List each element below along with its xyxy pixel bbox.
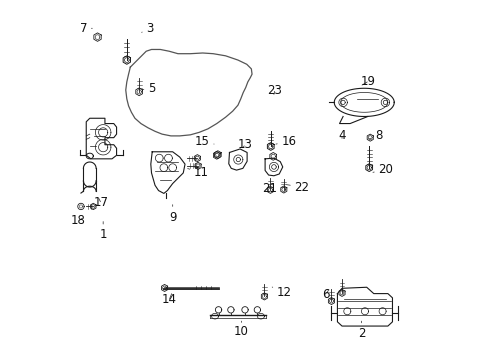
Text: 20: 20 [373,163,393,176]
Text: 14: 14 [162,293,177,306]
Text: 22: 22 [287,181,309,194]
Text: 23: 23 [268,84,282,96]
Text: 16: 16 [276,135,296,148]
Text: 19: 19 [361,75,376,88]
Text: 3: 3 [142,22,153,35]
Text: 12: 12 [272,287,292,300]
Text: 18: 18 [71,214,86,227]
Text: 11: 11 [188,166,209,179]
Text: 4: 4 [338,129,346,143]
Text: 15: 15 [195,135,214,148]
Text: 21: 21 [262,182,277,195]
Text: 6: 6 [322,288,330,301]
Text: 9: 9 [169,205,176,224]
Text: 2: 2 [358,321,365,340]
Text: 13: 13 [238,138,252,151]
Text: 10: 10 [234,321,249,338]
Text: 5: 5 [142,82,155,95]
Text: 8: 8 [369,129,383,143]
Text: 7: 7 [80,22,92,35]
Text: 17: 17 [94,197,109,210]
Text: 1: 1 [99,222,107,241]
